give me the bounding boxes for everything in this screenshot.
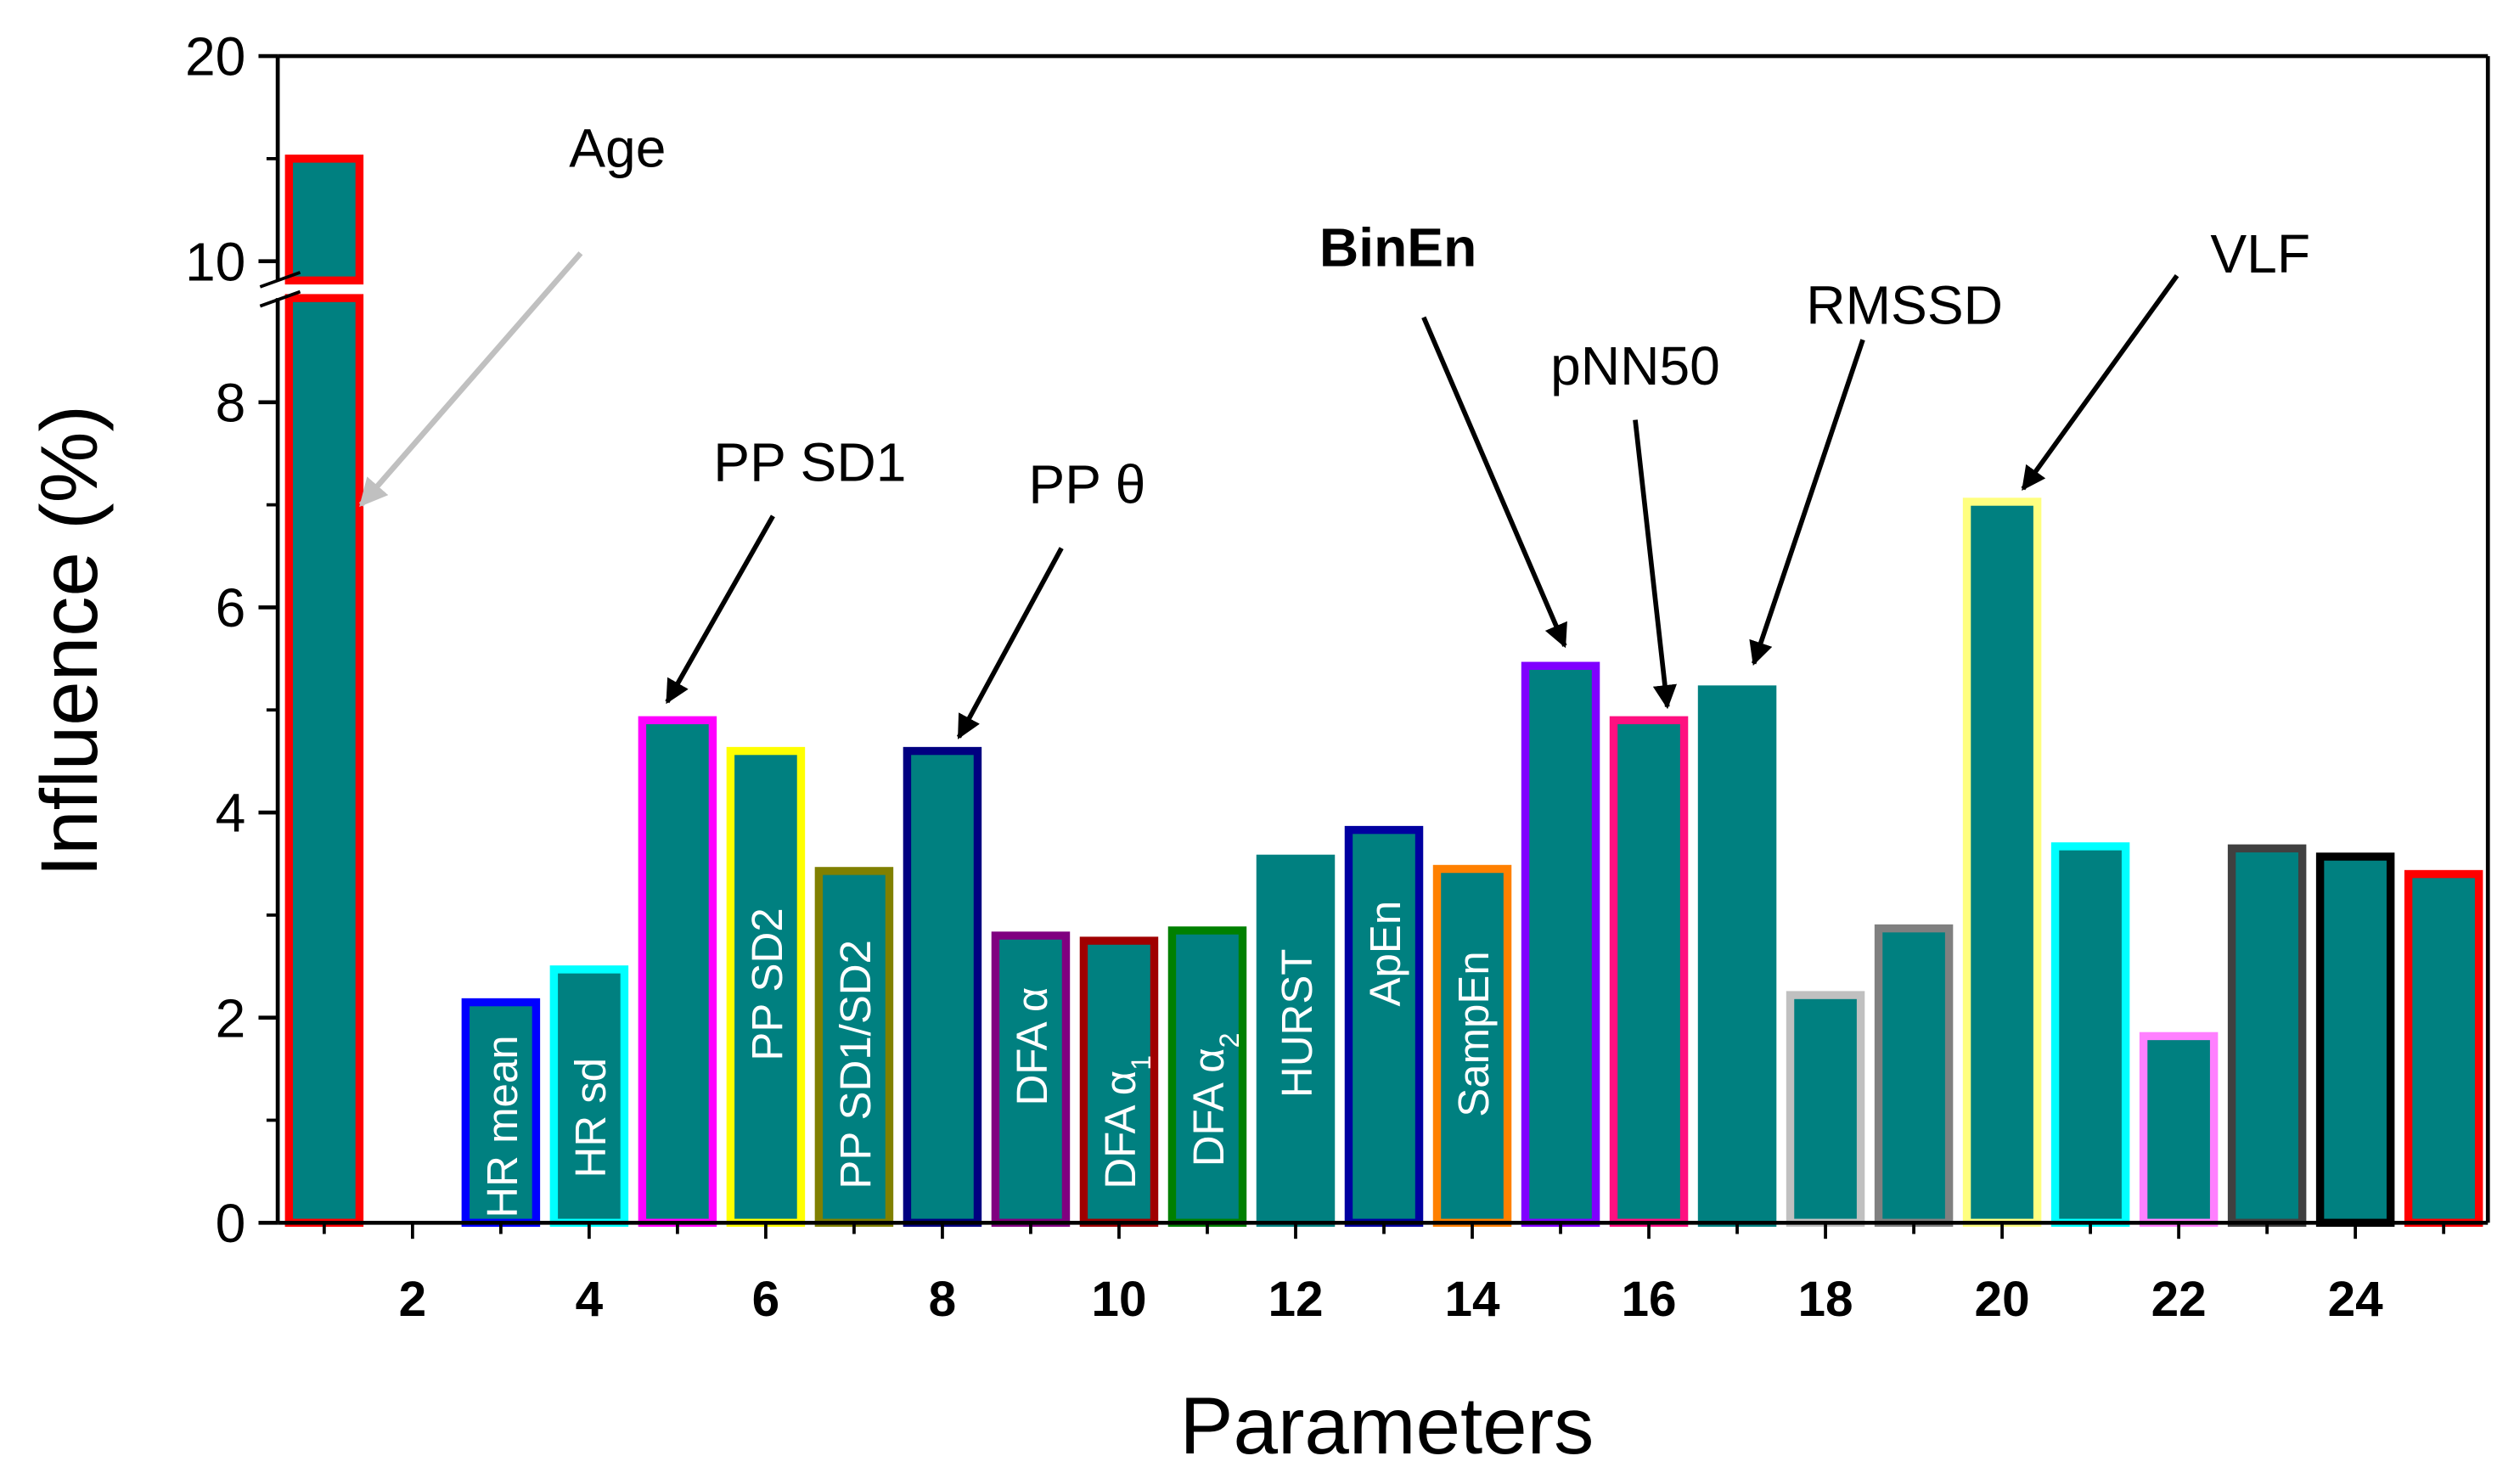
annotations-layer: Age PP SD1 PP θ BinEn pNN50 RMSSD VLF xyxy=(358,117,2310,739)
bar-label: HURST xyxy=(1273,949,1321,1099)
x-axis-label: Parameters xyxy=(1180,1382,1594,1471)
bar-label: PP SD2 xyxy=(743,908,791,1060)
y-axis-label: Influence (%) xyxy=(25,405,115,877)
bar xyxy=(1786,991,1865,1228)
x-tick-label: 12 xyxy=(1268,1272,1323,1327)
annotation-arrow xyxy=(665,514,775,705)
annotation-label: PP θ xyxy=(1028,454,1145,515)
annotation-label: VLF xyxy=(2210,223,2310,284)
annotation-arrow xyxy=(1633,419,1677,710)
bar xyxy=(2139,1031,2219,1228)
annotation-label: BinEn xyxy=(1319,216,1476,278)
bar-label-subscript: 1 xyxy=(1126,1055,1156,1071)
bar xyxy=(2050,842,2130,1228)
bar-label: ApEn xyxy=(1361,901,1409,1007)
annotation-arrow xyxy=(1749,339,1865,666)
bar-label: HR mean xyxy=(478,1035,526,1217)
axis-break-mark xyxy=(259,271,301,289)
annotation-arrow xyxy=(956,547,1064,739)
x-tick-label: 2 xyxy=(399,1272,427,1327)
x-tick-label: 22 xyxy=(2151,1272,2207,1327)
y-tick-label: 8 xyxy=(216,372,246,433)
x-tick-label: 20 xyxy=(1975,1272,2030,1327)
bar xyxy=(1609,716,1689,1228)
bar-label: PP SD1/SD2 xyxy=(831,940,880,1189)
bar xyxy=(1697,685,1777,1228)
bar xyxy=(1344,825,1424,1228)
annotation-label: RMSSD xyxy=(1806,274,2003,335)
x-tick-label: 14 xyxy=(1444,1272,1500,1327)
bar-label: SampEn xyxy=(1449,951,1498,1116)
bar xyxy=(2227,844,2307,1228)
bar-label: DFA α xyxy=(1008,987,1056,1106)
bars-layer xyxy=(284,155,2483,1228)
x-tick-label: 18 xyxy=(1798,1272,1853,1327)
y-tick-label: 2 xyxy=(216,987,246,1048)
y-tick-label: 20 xyxy=(185,26,245,87)
annotation-arrow xyxy=(1421,316,1567,649)
annotation-arrow xyxy=(2021,274,2179,492)
y-tick-label: 4 xyxy=(216,783,246,844)
y-tick-label: 6 xyxy=(216,577,246,638)
bar xyxy=(638,716,717,1228)
bar-label-subscript: 2 xyxy=(1214,1032,1245,1048)
bar xyxy=(2404,869,2483,1228)
bar xyxy=(1874,924,1954,1228)
bar xyxy=(2315,852,2395,1228)
bar-upper-segment xyxy=(284,155,364,285)
bar xyxy=(903,746,982,1228)
x-tick-label: 24 xyxy=(2328,1272,2384,1327)
bar xyxy=(1256,854,1336,1228)
bar xyxy=(284,294,364,1228)
x-tick-label: 4 xyxy=(576,1272,604,1327)
bar xyxy=(1079,936,1159,1228)
y-tick-label: 10 xyxy=(185,231,245,292)
annotation-label: PP SD1 xyxy=(713,431,906,492)
bar xyxy=(1521,661,1600,1228)
x-tick-label: 8 xyxy=(929,1272,957,1327)
x-tick-label: 10 xyxy=(1091,1272,1146,1327)
bar xyxy=(1962,497,2042,1228)
y-tick-label: 0 xyxy=(216,1193,246,1254)
annotation-label: pNN50 xyxy=(1550,335,1720,396)
x-tick-label: 6 xyxy=(752,1272,780,1327)
bar-label: HR sd xyxy=(566,1058,615,1178)
annotation-label: Age xyxy=(569,117,666,178)
x-tick-label: 16 xyxy=(1622,1272,1677,1327)
annotation-arrow xyxy=(358,251,583,508)
bar xyxy=(814,867,894,1228)
axis-break-mark xyxy=(259,289,301,308)
